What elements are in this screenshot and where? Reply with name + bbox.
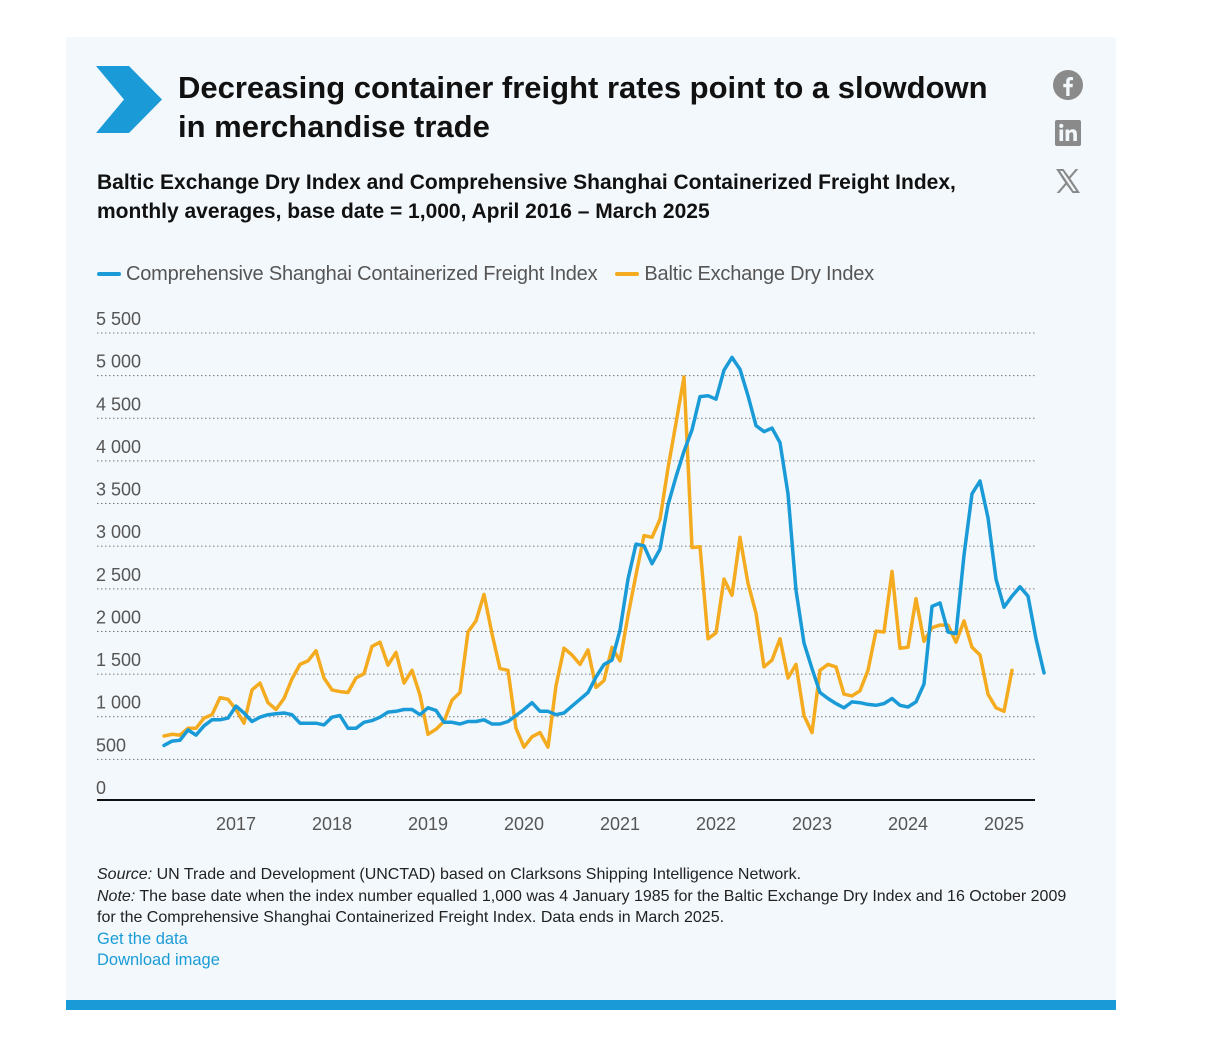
y-tick-label: 5 000 bbox=[96, 352, 141, 372]
legend-swatch-bdi bbox=[615, 272, 640, 276]
x-tick-label: 2019 bbox=[408, 814, 448, 834]
get-data-link[interactable]: Get the data bbox=[97, 930, 188, 948]
y-tick-label: 3 500 bbox=[96, 480, 141, 500]
facebook-icon[interactable] bbox=[1052, 69, 1084, 101]
card-bottom-bar bbox=[66, 1000, 1116, 1010]
note-text: The base date when the index number equa… bbox=[97, 887, 1067, 927]
y-tick-label: 5 500 bbox=[96, 309, 141, 329]
series-line-scfi bbox=[162, 355, 1046, 748]
y-tick-label: 2 000 bbox=[96, 607, 141, 627]
y-axis-ticks: 0 500 1 000 1 500 2 000 2 500 3 000 3 500 4 000 4… bbox=[96, 309, 141, 798]
chevron-logo-icon bbox=[96, 66, 162, 133]
download-image-link[interactable]: Download image bbox=[97, 951, 220, 969]
chart-legend: Comprehensive Shanghai Containerized Fre… bbox=[97, 262, 892, 286]
y-tick-label: 2 500 bbox=[96, 565, 141, 585]
x-axis-ticks: 2017 2018 2019 2020 2021 2022 2023 2024 2025 bbox=[216, 814, 1024, 834]
y-tick-label: 1 000 bbox=[96, 693, 141, 713]
legend-label-scfi: Comprehensive Shanghai Containerized Fre… bbox=[126, 262, 598, 285]
chart-card bbox=[66, 37, 1116, 1000]
legend-item-bdi[interactable]: Baltic Exchange Dry Index bbox=[615, 263, 874, 286]
source-note: Source: UN Trade and Development (UNCTAD… bbox=[97, 864, 1067, 929]
y-tick-label: 1 500 bbox=[96, 650, 141, 670]
legend-item-scfi[interactable]: Comprehensive Shanghai Containerized Fre… bbox=[97, 262, 598, 286]
y-tick-label: 500 bbox=[96, 735, 126, 755]
note-label: Note: bbox=[97, 887, 136, 905]
y-tick-label: 0 bbox=[96, 778, 106, 798]
legend-label-bdi: Baltic Exchange Dry Index bbox=[644, 262, 874, 285]
x-tick-label: 2017 bbox=[216, 814, 256, 834]
x-tick-label: 2023 bbox=[792, 814, 832, 834]
legend-swatch-scfi bbox=[97, 272, 121, 276]
x-tick-label: 2018 bbox=[312, 814, 352, 834]
y-tick-label: 3 000 bbox=[96, 522, 141, 542]
x-tick-label: 2024 bbox=[888, 814, 928, 834]
chart-subtitle: Baltic Exchange Dry Index and Comprehens… bbox=[97, 171, 956, 223]
chart-gridlines bbox=[97, 332, 1035, 760]
x-tick-label: 2022 bbox=[696, 814, 736, 834]
page-title: Decreasing container freight rates point… bbox=[178, 70, 988, 144]
y-tick-label: 4 500 bbox=[96, 394, 141, 414]
series-line-bdi bbox=[162, 375, 1014, 749]
source-text: UN Trade and Development (UNCTAD) based … bbox=[156, 866, 802, 883]
x-icon[interactable] bbox=[1052, 165, 1084, 197]
x-tick-label: 2020 bbox=[504, 814, 544, 834]
linkedin-icon[interactable] bbox=[1052, 117, 1084, 149]
x-tick-label: 2025 bbox=[984, 814, 1024, 834]
x-tick-label: 2021 bbox=[600, 814, 640, 834]
source-label: Source: bbox=[97, 866, 153, 883]
chart-series bbox=[162, 355, 1046, 749]
y-tick-label: 4 000 bbox=[96, 437, 141, 457]
